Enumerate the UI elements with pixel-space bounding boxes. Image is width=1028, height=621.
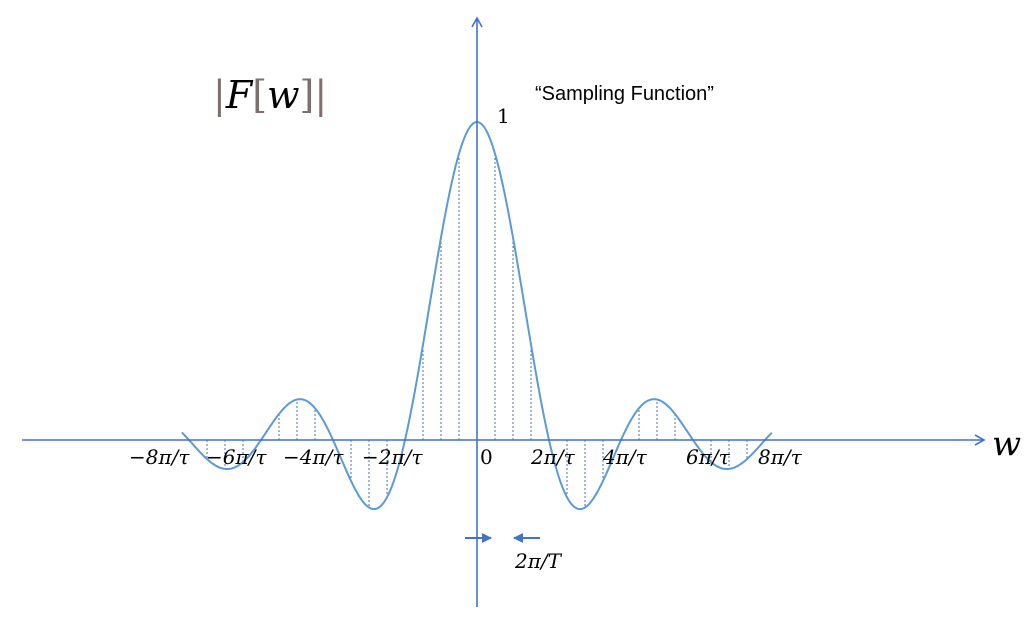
title-bar-left: |: [213, 73, 226, 117]
peak-label: 1: [497, 104, 510, 128]
tick-label-8pi: 8π/τ: [758, 445, 803, 469]
tick-label-4pi: 4π/τ: [602, 445, 648, 469]
sample-lines: [206, 153, 748, 508]
tick-label-2pi: 2π/τ: [530, 445, 576, 469]
title-f: F: [225, 73, 254, 117]
sample-spacing-label: 2π/T: [514, 549, 563, 573]
tick-label-minus-6pi: −6π/τ: [206, 445, 267, 469]
tick-label-6pi: 6π/τ: [686, 445, 731, 469]
tick-labels: −8π/τ −6π/τ −4π/τ −2π/τ 0 2π/τ 4π/τ 6π/τ…: [129, 445, 803, 469]
title-bracket-left: [: [252, 73, 267, 117]
title-w: w: [267, 73, 300, 117]
sampling-function-caption: “Sampling Function”: [535, 83, 714, 105]
tick-label-minus-8pi: −8π/τ: [129, 445, 190, 469]
tick-label-minus-4pi: −4π/τ: [283, 445, 344, 469]
tick-label-minus-2pi: −2π/τ: [362, 445, 423, 469]
title-bracket-right: ]: [300, 73, 315, 117]
title-bar-right: |: [314, 73, 327, 117]
x-axis-label: w: [992, 424, 1021, 464]
magnitude-title: |F[w]|: [213, 73, 327, 117]
tick-label-zero: 0: [480, 445, 493, 469]
